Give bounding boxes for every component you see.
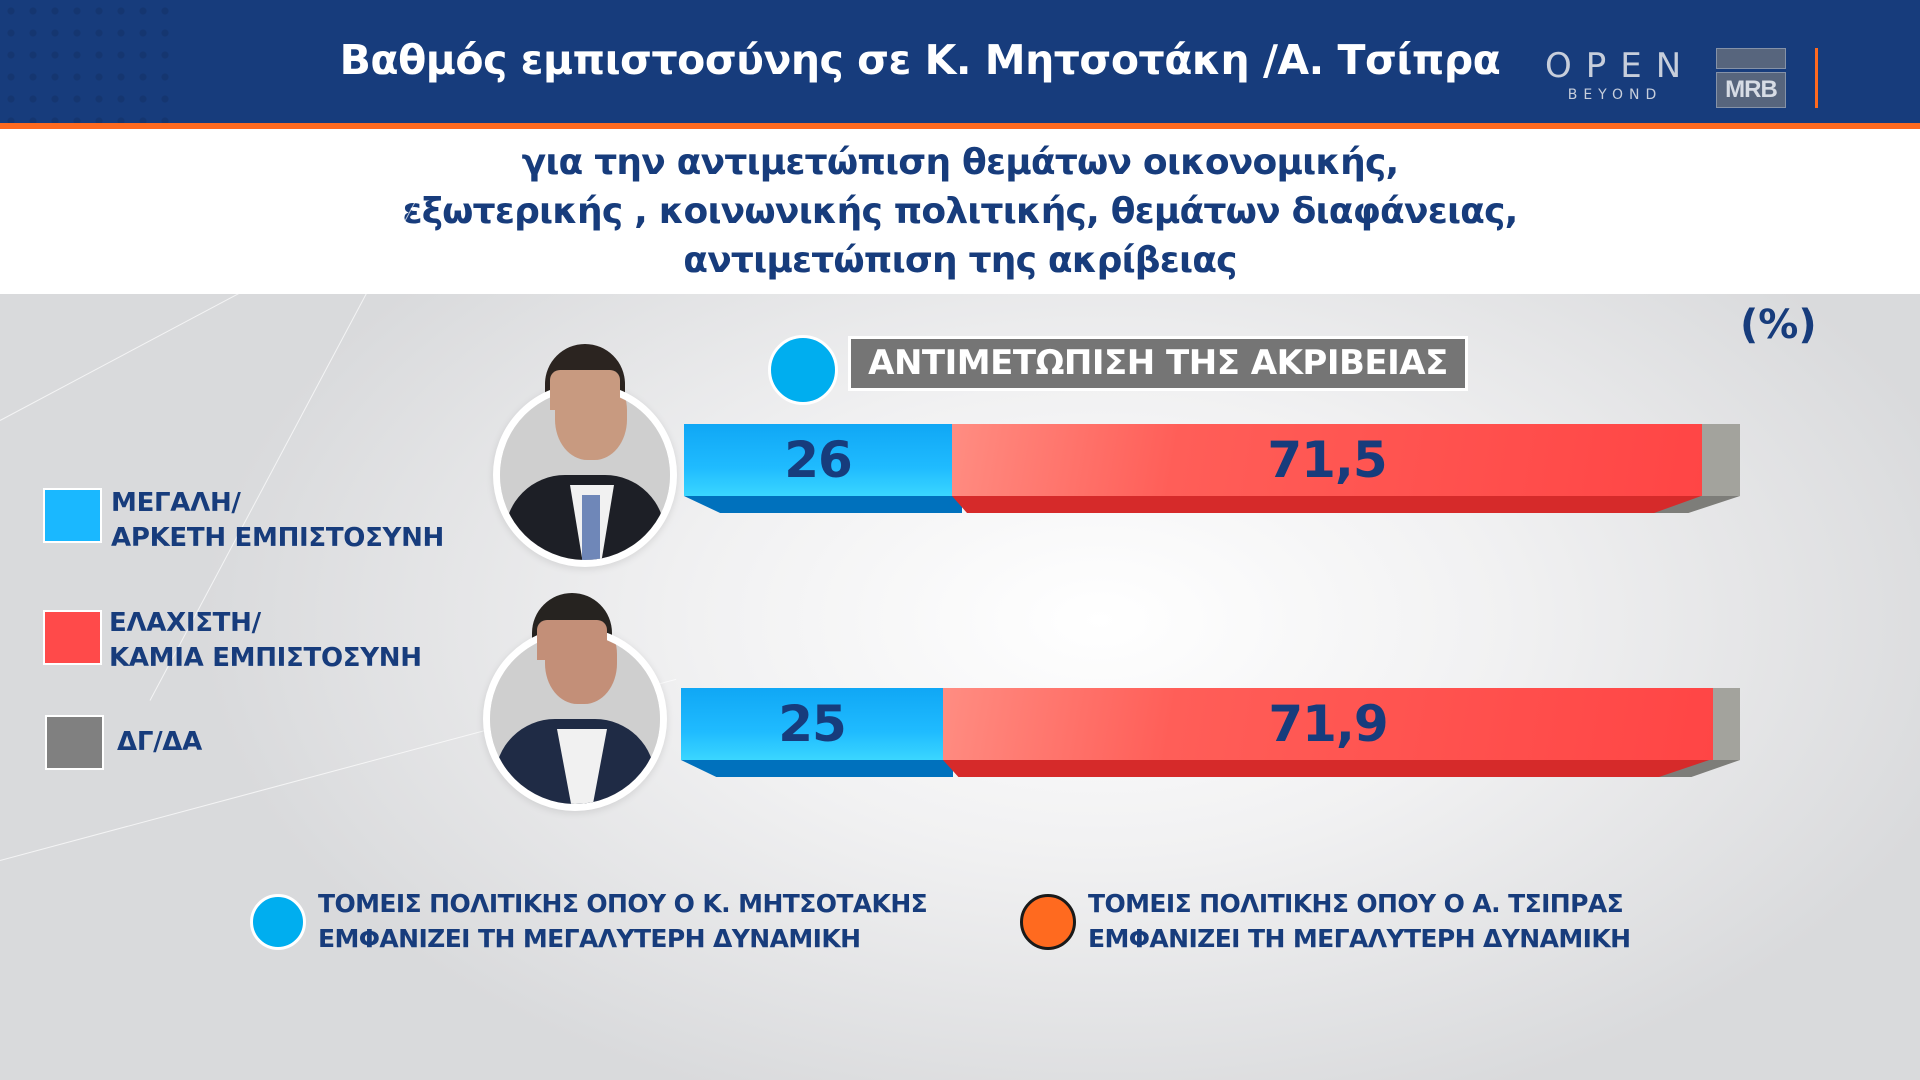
legend-label: ΕΛΑΧΙΣΤΗ/ ΚΑΜΙΑ ΕΜΠΙΣΤΟΣΥΝΗ <box>109 608 422 673</box>
legend-label: ΜΕΓΑΛΗ/ ΑΡΚΕΤΗ ΕΜΠΙΣΤΟΣΥΝΗ <box>111 488 445 553</box>
note-text: ΤΟΜΕΙΣ ΠΟΛΙΤΙΚΗΣ ΟΠΟΥ Ο Α. ΤΣΙΠΡΑΣ ΕΜΦΑΝ… <box>1088 889 1631 953</box>
bar-underside-red <box>952 496 1702 513</box>
subtitle-band <box>0 129 1920 294</box>
bar-segment-low-trust: 71,9 <box>943 688 1713 760</box>
mitsotakis-face <box>550 370 620 410</box>
bar-underside-blue <box>684 496 962 513</box>
bar-segment-high-trust: 25 <box>681 688 943 760</box>
bar-segment-dk-na <box>1702 424 1740 496</box>
mitsotakis-photo <box>493 383 677 567</box>
subtitle-line: για την αντιμετώπιση θεμάτων οικονομικής… <box>521 142 1400 183</box>
bar-value-high: 25 <box>778 695 847 753</box>
page-title: Βαθμός εμπιστοσύνης σε Κ. Μητσοτάκη /Α. … <box>339 36 1501 84</box>
bar-underside-red <box>943 760 1713 777</box>
bar-underside-blue <box>681 760 953 777</box>
subtitle-line: εξωτερικής , κοινωνικής πολιτικής, θεμάτ… <box>402 191 1518 232</box>
mrb-logo: MRB <box>1716 48 1786 108</box>
person-illustration <box>500 390 670 560</box>
bar-segment-high-trust: 26 <box>684 424 952 496</box>
blue-dot-icon <box>250 894 306 950</box>
orange-dot-icon <box>1020 894 1076 950</box>
bar-segment-dk-na <box>1713 688 1740 760</box>
header-dot-pattern <box>0 0 170 123</box>
person-illustration <box>490 634 660 804</box>
bar-value-low: 71,5 <box>1267 431 1387 489</box>
bar-row-mitsotakis: 26 71,5 <box>684 424 1742 514</box>
logo-divider <box>1815 48 1818 108</box>
mrb-logo-text: MRB <box>1716 72 1786 108</box>
legend-swatch-red <box>43 610 102 665</box>
open-beyond-logo: OPEN BEYOND <box>1545 48 1685 110</box>
subtitle: για την αντιμετώπιση θεμάτων οικονομικής… <box>0 138 1920 285</box>
legend-label: ΔΓ/ΔΑ <box>117 727 202 757</box>
category-dot-icon <box>768 335 838 405</box>
open-logo-sub: BEYOND <box>1567 87 1663 103</box>
bar-value-high: 26 <box>784 431 853 489</box>
tsipras-face <box>537 620 607 660</box>
header-bar: Βαθμός εμπιστοσύνης σε Κ. Μητσοτάκη /Α. … <box>0 0 1920 123</box>
legend-swatch-gray <box>45 715 104 770</box>
bar-segment-low-trust: 71,5 <box>952 424 1702 496</box>
mrb-logo-top-block <box>1716 48 1786 69</box>
subtitle-line: αντιμετώπιση της ακρίβειας <box>683 240 1237 281</box>
bar-row-tsipras: 25 71,9 <box>681 688 1742 778</box>
legend-swatch-blue <box>43 488 102 543</box>
open-logo-word: OPEN <box>1545 46 1696 86</box>
unit-label: (%) <box>1740 302 1817 348</box>
category-label: ΑΝΤΙΜΕΤΩΠΙΣΗ ΤΗΣ ΑΚΡΙΒΕΙΑΣ <box>848 336 1468 391</box>
note-text: ΤΟΜΕΙΣ ΠΟΛΙΤΙΚΗΣ ΟΠΟΥ Ο Κ. ΜΗΤΣΟΤΑΚΗΣ ΕΜ… <box>318 889 928 953</box>
header-accent-line <box>0 123 1920 129</box>
bar-value-low: 71,9 <box>1268 695 1388 753</box>
